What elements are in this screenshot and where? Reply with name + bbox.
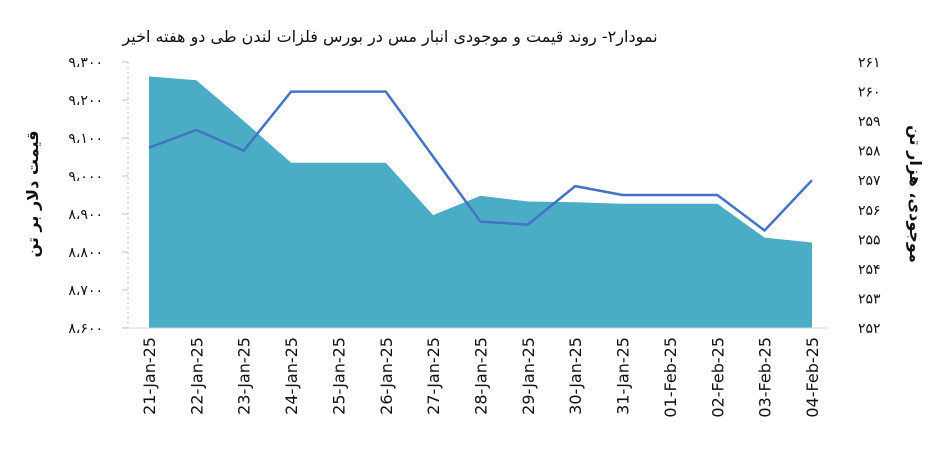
left-axis-label: قیمت دلار بر تن (23, 130, 42, 257)
x-tick-label: 02-Feb-25 (708, 337, 727, 418)
plot-area: ۸،۶۰۰ ۸،۷۰۰ ۸،۸۰۰ ۸،۹۰۰ ۹،۰۰۰ ۹،۱۰۰ ۹،۲۰۰ ۹،۳۰۰… (68, 55, 881, 418)
x-tick-label: 30-Jan-25 (566, 337, 585, 415)
right-tick-label: ۲۵۷ (858, 173, 881, 189)
inventory-line-series (148, 90, 813, 232)
x-tick-label: 03-Feb-25 (756, 337, 775, 418)
right-tick-label: ۲۵۹ (858, 114, 881, 130)
x-tick-label: 01-Feb-25 (661, 337, 680, 418)
left-tick-label: ۸،۶۰۰ (68, 321, 103, 337)
right-tick-label: ۲۵۵ (858, 232, 881, 248)
x-tick-label: 23-Jan-25 (235, 337, 254, 415)
right-tick-label: ۲۶۱ (858, 55, 881, 71)
right-tick-label: ۲۵۲ (858, 321, 881, 337)
left-tick-label: ۹،۲۰۰ (68, 93, 103, 109)
left-tick-label: ۸،۹۰۰ (68, 207, 103, 223)
right-tick-label: ۲۵۳ (858, 291, 881, 307)
left-tick-label: ۹،۳۰۰ (68, 55, 103, 71)
x-tick-label: 26-Jan-25 (377, 337, 396, 415)
left-tick-label: ۹،۰۰۰ (68, 169, 103, 185)
left-tick-label: ۹،۱۰۰ (68, 131, 103, 147)
x-tick-label: 28-Jan-25 (472, 337, 491, 415)
x-tick-label: 22-Jan-25 (187, 337, 206, 415)
x-tick-label: 21-Jan-25 (140, 337, 159, 415)
chart-title: نمودار۲- روند قیمت و موجودی انبار مس در … (121, 27, 657, 47)
right-axis-label: موجودی، هزار تن (906, 125, 925, 263)
left-tick-label: ۸،۸۰۰ (68, 245, 103, 261)
left-tick-label: ۸،۷۰۰ (68, 283, 103, 299)
right-tick-label: ۲۶۰ (858, 85, 881, 101)
price-area-series (149, 76, 812, 329)
right-tick-label: ۲۵۸ (858, 144, 881, 160)
x-tick-label: 31-Jan-25 (614, 337, 633, 415)
x-tick-label: 25-Jan-25 (329, 337, 348, 415)
right-tick-label: ۲۵۶ (858, 203, 881, 219)
x-tick-label: 27-Jan-25 (424, 337, 443, 415)
x-tick-label: 24-Jan-25 (282, 337, 301, 415)
x-tick-label: 04-Feb-25 (803, 337, 822, 418)
x-tick-label: 29-Jan-25 (519, 337, 538, 415)
right-tick-label: ۲۵۴ (858, 262, 881, 278)
